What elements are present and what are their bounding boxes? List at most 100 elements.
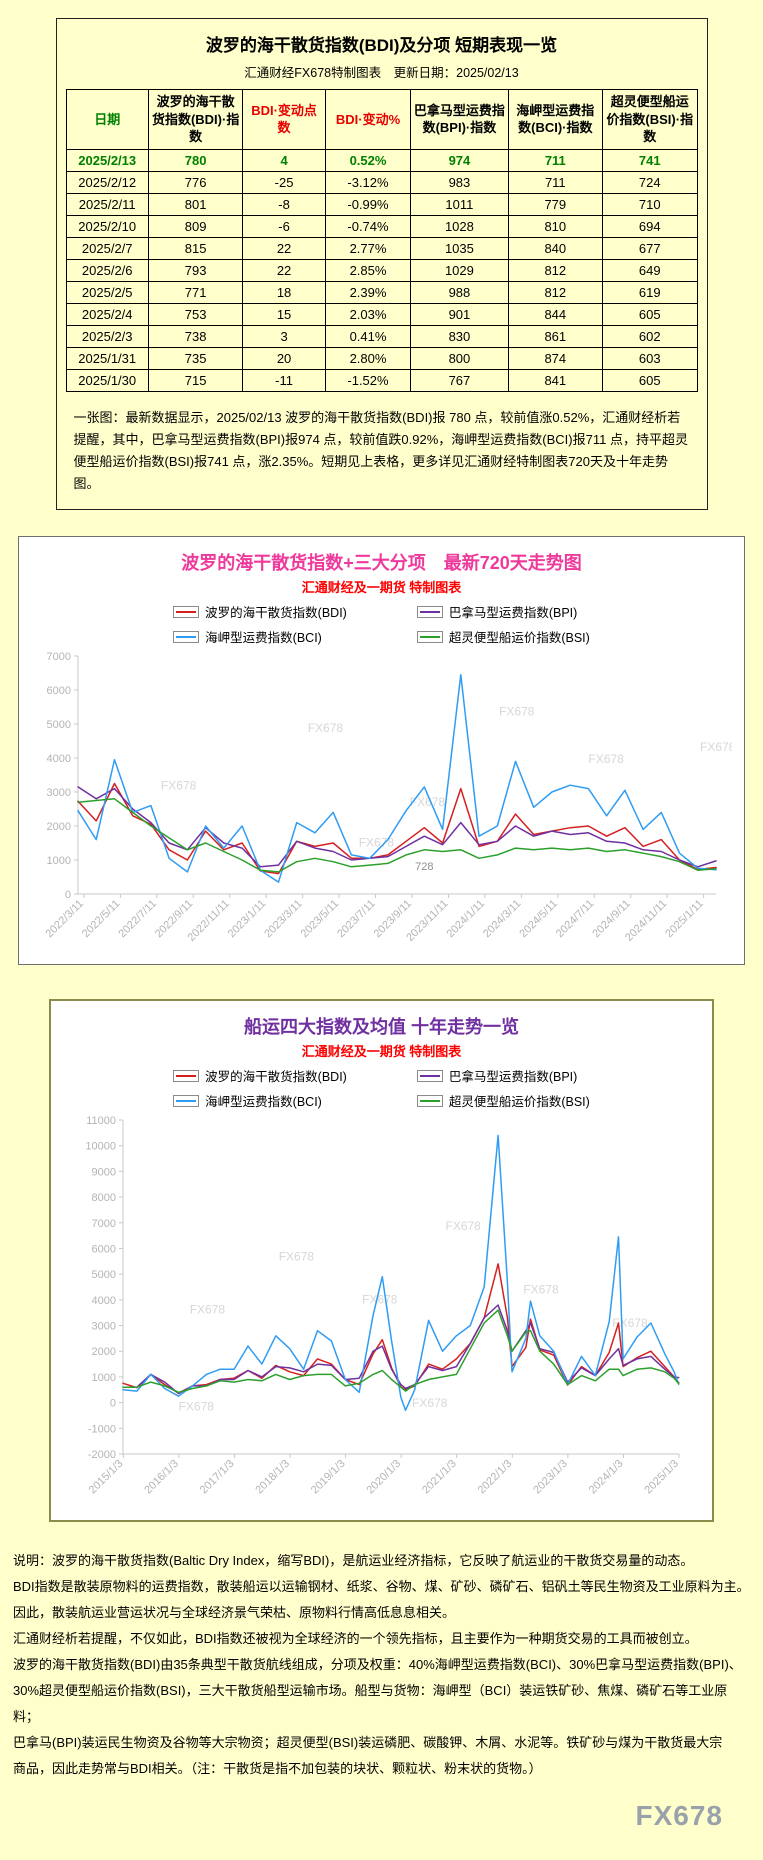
table-row: 2025/1/30 715 -11 -1.52% 767 841 605 <box>65 368 698 392</box>
y-axis-tick-label: 5000 <box>46 719 70 731</box>
table-cell: 22 <box>242 236 326 260</box>
table-cell: 738 <box>147 324 244 348</box>
table-cell: 603 <box>602 346 698 370</box>
chart-watermark: FX678 <box>362 1293 398 1307</box>
y-axis-tick-label: 3000 <box>91 1321 115 1333</box>
table-cell: 815 <box>147 236 244 260</box>
table-cell: -3.12% <box>324 170 412 194</box>
table-cell: 812 <box>507 258 604 282</box>
explanation-line: 说明：波罗的海干散货指数(Baltic Dry Index，缩写BDI)，是航运… <box>13 1553 694 1569</box>
x-axis-tick-label: 2022/1/3 <box>475 1458 514 1497</box>
x-axis-tick-label: 2020/1/3 <box>364 1458 403 1497</box>
legend-label: 巴拿马型运费指数(BPI) <box>448 1070 578 1085</box>
table-row: 2025/2/10 809 -6 -0.74% 1028 810 694 <box>65 214 698 238</box>
legend-line-swatch <box>173 630 200 643</box>
chart-10y-title: 船运四大指数及均值 十年走势一览 <box>244 1017 519 1038</box>
x-axis-tick-label: 2024/7/11 <box>553 898 596 941</box>
legend-label: 超灵便型船运价指数(BSI) <box>448 631 590 646</box>
chart-720d-subtitle: 汇通财经及一期货 特制图表 <box>301 580 462 596</box>
chart-series-line <box>121 1263 679 1394</box>
y-axis-tick-label: 5000 <box>91 1269 115 1281</box>
table-cell: 753 <box>147 302 244 326</box>
column-header: 日期 <box>65 89 149 150</box>
table-cell: 771 <box>147 280 244 304</box>
y-axis-tick-label: 2000 <box>46 821 70 833</box>
table-cell: 988 <box>410 280 509 304</box>
table-cell: 2025/2/12 <box>65 170 149 194</box>
legend-item: 海岬型运费指数(BCI) <box>173 1091 347 1110</box>
y-axis-tick-label: -2000 <box>87 1449 115 1461</box>
x-axis-tick-label: 2024/1/3 <box>586 1458 625 1497</box>
table-row: 2025/2/5 771 18 2.39% 988 812 619 <box>65 280 698 304</box>
legend-line-swatch <box>173 1069 200 1082</box>
x-axis-tick-label: 2025/1/11 <box>663 898 706 941</box>
table-cell: 710 <box>602 192 698 216</box>
legend-label: 波罗的海干散货指数(BDI) <box>205 1070 347 1085</box>
column-header: 超灵便型船运价指数(BSI)·指数 <box>602 89 698 150</box>
table-body: 2025/2/13 780 4 0.52% 974 711 741 2025/2/12 776-… <box>65 148 698 392</box>
legend-item: 波罗的海干散货指数(BDI) <box>173 1066 347 1085</box>
legend-label: 超灵便型船运价指数(BSI) <box>448 1095 590 1110</box>
legend-item: 超灵便型船运价指数(BSI) <box>416 627 590 646</box>
table-row: 2025/2/4 753 15 2.03% 901 844 605 <box>65 302 698 326</box>
legend-label: 波罗的海干散货指数(BDI) <box>205 606 347 621</box>
x-axis-tick-label: 2024/1/11 <box>444 898 487 941</box>
table-cell: 605 <box>602 302 698 326</box>
table-cell: 779 <box>507 192 604 216</box>
legend-label: 海岬型运费指数(BCI) <box>205 631 322 646</box>
explanation-line: 波罗的海干散货指数(BDI)由35条典型干散货航线组成，分项及权重：40%海岬型… <box>13 1657 742 1673</box>
chart-annotation: 728 <box>415 861 433 873</box>
table-cell: 844 <box>507 302 604 326</box>
table-cell: 767 <box>410 368 509 392</box>
table-cell: 2025/2/6 <box>65 258 149 282</box>
table-cell: 711 <box>507 170 604 194</box>
table-cell: 2.03% <box>324 302 412 326</box>
y-axis-tick-label: 9000 <box>91 1166 115 1178</box>
x-axis-tick-label: 2024/5/11 <box>517 898 560 941</box>
table-cell: 4 <box>242 148 326 172</box>
column-header: 波罗的海干散货指数(BDI)·指数 <box>147 89 244 150</box>
table-cell: 801 <box>147 192 244 216</box>
legend-line-swatch <box>416 1094 443 1107</box>
chart-watermark: FX678 <box>178 1400 214 1414</box>
table-source-line: 汇通财经FX678特制图表 更新日期：2025/02/13 <box>244 66 519 80</box>
legend-label: 海岬型运费指数(BCI) <box>205 1095 322 1110</box>
x-axis-tick-label: 2017/1/3 <box>197 1458 236 1497</box>
chart-series-line <box>121 1309 679 1394</box>
chart-watermark: FX678 <box>445 1219 481 1233</box>
table-cell: 812 <box>507 280 604 304</box>
x-axis-tick-label: 2022/7/11 <box>116 898 159 941</box>
table-cell: 809 <box>147 214 244 238</box>
y-axis-tick-label: 3000 <box>46 787 70 799</box>
x-axis-tick-label: 2022/3/11 <box>43 898 86 941</box>
table-cell: 2.39% <box>324 280 412 304</box>
y-axis-tick-label: 1000 <box>91 1372 115 1384</box>
table-cell: 1029 <box>410 258 509 282</box>
chart-720d-panel: 波罗的海干散货指数+三大分项 最新720天走势图 汇通财经及一期货 特制图表 波… <box>18 536 745 966</box>
table-cell: 602 <box>602 324 698 348</box>
y-axis-tick-label: 0 <box>109 1398 115 1410</box>
legend-label: 巴拿马型运费指数(BPI) <box>448 606 578 621</box>
chart-series-line <box>76 786 717 868</box>
table-cell: 22 <box>242 258 326 282</box>
explanation-block: 说明：波罗的海干散货指数(Baltic Dry Index，缩写BDI)，是航运… <box>13 1548 750 1782</box>
table-cell: 605 <box>602 368 698 392</box>
table-cell: 1011 <box>410 192 509 216</box>
table-header: 日期 波罗的海干散货指数(BDI)·指数 BDI·变动点数 BDI·变动% 巴拿马型运费… <box>65 89 698 150</box>
legend-item: 波罗的海干散货指数(BDI) <box>173 602 347 621</box>
chart-series-line <box>76 782 717 875</box>
table-cell: 649 <box>602 258 698 282</box>
chart-series-line <box>76 673 717 883</box>
table-row: 2025/2/13 780 4 0.52% 974 711 741 <box>65 148 698 172</box>
explanation-line: 商品，因此走势常与BDI相关。（注：干散货是指不加包装的块状、颗粒状、粉末状的货… <box>13 1761 542 1777</box>
y-axis-tick-label: 1000 <box>46 855 70 867</box>
table-cell: -25 <box>242 170 326 194</box>
legend-item: 超灵便型船运价指数(BSI) <box>416 1091 590 1110</box>
table-cell: 741 <box>602 148 698 172</box>
table-cell: 2025/2/5 <box>65 280 149 304</box>
table-cell: 983 <box>410 170 509 194</box>
table-cell: 830 <box>410 324 509 348</box>
x-axis-tick-label: 2022/5/11 <box>79 898 122 941</box>
chart-series-line <box>76 798 717 873</box>
